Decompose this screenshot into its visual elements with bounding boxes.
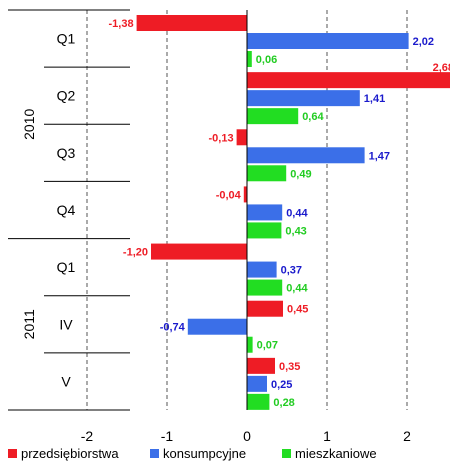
data-label-2-6: 0,28 — [273, 397, 294, 409]
bar-2-1 — [247, 108, 299, 125]
data-label-1-2: 1,47 — [369, 150, 390, 162]
data-label-2-4: 0,44 — [286, 283, 308, 295]
x-tick-label-4: 2 — [403, 428, 411, 444]
legend-item-mieszkaniowe: mieszkaniowe — [282, 446, 377, 461]
x-tick-label-0: -2 — [81, 428, 94, 444]
category-label-3: Q4 — [57, 202, 76, 218]
data-label-0-1: 2,68 — [433, 62, 450, 74]
bar-1-2 — [247, 147, 365, 164]
data-label-1-4: 0,37 — [281, 265, 302, 277]
bar-0-0 — [136, 15, 247, 31]
chart: -1,38 2,68 -0,13 -0,04 -1,20 0,45 0,35 2,02 1,41… — [8, 9, 450, 444]
legend-swatch-przedsiebiorstwa — [8, 449, 17, 458]
data-label-1-0: 2,02 — [413, 36, 434, 48]
x-tick-label-1: -1 — [161, 428, 174, 444]
legend-label-konsumpcyjne: konsumpcyjne — [163, 446, 247, 461]
data-label-0-0: -1,38 — [109, 18, 134, 30]
legend: przedsiębiorstwa konsumpcyjne mieszkanio… — [8, 446, 450, 464]
data-label-0-4: -1,20 — [123, 247, 148, 259]
category-label-6: V — [61, 373, 71, 389]
category-label-0: Q1 — [57, 31, 76, 47]
data-label-0-6: 0,35 — [279, 361, 300, 373]
bar-2-4 — [247, 279, 283, 296]
bar-1-5 — [187, 318, 247, 335]
bar-0-1 — [247, 72, 450, 89]
data-label-2-0: 0,06 — [256, 54, 277, 66]
legend-item-konsumpcyjne: konsumpcyjne — [150, 446, 246, 461]
group-label-1: 2011 — [21, 309, 37, 339]
bar-1-4 — [247, 261, 277, 278]
bar-0-5 — [247, 300, 283, 317]
data-label-2-3: 0,43 — [285, 225, 306, 237]
bar-2-3 — [247, 222, 282, 239]
bar-0-2 — [236, 129, 247, 146]
bar-0-6 — [247, 357, 275, 374]
bar-2-0 — [247, 51, 252, 67]
data-label-0-2: -0,13 — [209, 132, 234, 144]
data-label-0-3: -0,04 — [216, 189, 242, 201]
data-label-1-1: 1,41 — [364, 93, 385, 105]
data-label-0-5: 0,45 — [287, 304, 308, 316]
category-label-1: Q2 — [57, 88, 76, 104]
bar-2-6 — [247, 393, 270, 410]
bar-0-4 — [151, 243, 247, 260]
category-label-4: Q1 — [57, 259, 76, 275]
bar-1-1 — [247, 90, 360, 107]
legend-swatch-mieszkaniowe — [282, 449, 291, 458]
group-label-0: 2010 — [21, 109, 37, 140]
data-label-1-3: 0,44 — [286, 207, 308, 219]
bar-1-3 — [247, 204, 283, 221]
legend-label-mieszkaniowe: mieszkaniowe — [295, 446, 377, 461]
legend-swatch-konsumpcyjne — [150, 449, 159, 458]
data-label-2-1: 0,64 — [302, 111, 324, 123]
data-label-1-5: -0,74 — [160, 322, 186, 334]
data-label-2-2: 0,49 — [290, 168, 311, 180]
data-label-2-5: 0,07 — [257, 340, 278, 352]
category-label-2: Q3 — [57, 145, 76, 161]
bar-1-0 — [247, 33, 409, 49]
x-tick-label-3: 1 — [323, 428, 331, 444]
category-label-5: IV — [59, 316, 73, 332]
bar-1-6 — [247, 375, 267, 392]
data-label-1-6: 0,25 — [271, 379, 292, 391]
legend-item-przedsiebiorstwa: przedsiębiorstwa — [8, 446, 119, 461]
bar-2-2 — [247, 165, 287, 182]
legend-label-przedsiebiorstwa: przedsiębiorstwa — [21, 446, 119, 461]
bar-2-5 — [247, 336, 253, 353]
bar-0-3 — [243, 186, 247, 203]
x-tick-label-2: 0 — [243, 428, 251, 444]
